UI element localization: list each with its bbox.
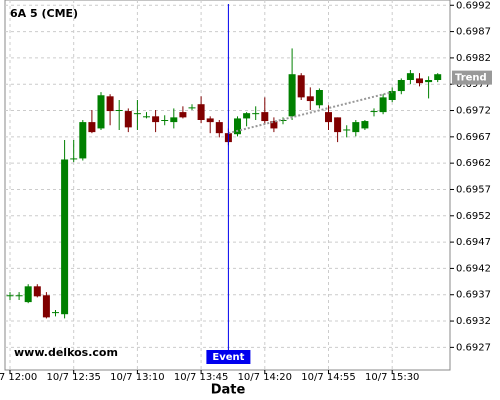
grid — [5, 0, 450, 370]
candle-body — [42, 295, 50, 318]
candle-body — [97, 95, 105, 129]
x-tick-label: 10/7 13:45 — [174, 372, 228, 383]
candle-body — [334, 117, 342, 133]
x-tick-label: 10/7 12:00 — [0, 372, 37, 383]
candle-body — [106, 96, 114, 112]
candle-body — [388, 91, 396, 100]
candle-body — [33, 286, 41, 297]
x-tick-label: 10/7 14:55 — [301, 372, 355, 383]
y-tick-label: 0.6982 — [456, 53, 491, 64]
candle-body — [234, 118, 241, 135]
candle-body — [6, 295, 14, 297]
candle-body — [416, 78, 423, 84]
trend-line — [228, 91, 393, 135]
candle-body — [143, 116, 150, 118]
x-tick-label: 10/7 15:30 — [365, 372, 419, 383]
candle-body — [124, 111, 132, 128]
candle-body — [361, 121, 369, 129]
y-tick-label: 0.6952 — [456, 211, 491, 222]
y-tick-label: 0.6942 — [456, 263, 491, 274]
y-tick-label: 0.6967 — [456, 132, 491, 143]
event-label-box — [206, 350, 251, 364]
trend-label: Trend — [455, 73, 487, 84]
y-tick-label: 0.6927 — [456, 342, 491, 353]
candle-body — [325, 112, 332, 123]
candle-body — [133, 113, 141, 115]
candle-body — [115, 110, 123, 111]
candle-body — [252, 113, 260, 115]
candle-body — [315, 90, 323, 106]
y-tick-label: 0.6992 — [456, 0, 491, 11]
candle-body — [52, 312, 59, 314]
candle-body — [215, 122, 223, 134]
candle-body — [70, 158, 78, 160]
candle-body — [61, 159, 69, 315]
y-tick-label: 0.6932 — [456, 316, 491, 327]
y-tick-label: 0.6937 — [456, 290, 491, 301]
plot-frame — [4, 0, 451, 371]
candle-body — [434, 74, 442, 80]
event-label: Event — [212, 352, 244, 363]
candle-body — [343, 129, 351, 131]
x-tick-label: 10/7 12:35 — [46, 372, 100, 383]
y-tick-label: 0.6972 — [456, 106, 491, 117]
candle-body — [406, 73, 414, 80]
candle-body — [15, 295, 23, 297]
y-tick-label: 0.6947 — [456, 237, 491, 248]
marks — [6, 48, 442, 319]
candle-body — [397, 80, 405, 92]
candle-body — [352, 122, 360, 133]
chart-title: 6A 5 (CME) — [10, 7, 78, 20]
trend-label-box — [452, 70, 492, 85]
y-tick-label: 0.6987 — [456, 27, 491, 38]
candle-body — [179, 112, 187, 118]
candle-body — [270, 121, 278, 129]
candle-body — [243, 113, 251, 119]
candle-body — [170, 117, 178, 123]
y-tick-label: 0.6957 — [456, 184, 491, 195]
candle-body — [24, 286, 32, 303]
candle-body — [188, 107, 196, 109]
x-axis-title: Date — [211, 383, 246, 398]
y-tick-label: 0.6977 — [456, 79, 491, 90]
candle-body — [88, 122, 96, 133]
candle-body — [261, 112, 269, 122]
candle-body — [306, 96, 314, 102]
candle-body — [370, 111, 378, 113]
candle-body — [206, 118, 214, 123]
candle-body — [297, 75, 305, 98]
candle-body — [425, 80, 433, 83]
candle-body — [79, 122, 87, 159]
candle-body — [161, 120, 169, 121]
candle-body — [288, 74, 296, 117]
x-tick-label: 10/7 14:20 — [238, 372, 292, 383]
candle-body — [379, 97, 387, 113]
candle-body — [152, 116, 160, 123]
watermark: www.delkos.com — [14, 346, 118, 359]
x-tick-label: 10/7 13:10 — [110, 372, 164, 383]
y-tick-label: 0.6962 — [456, 158, 491, 169]
candle-body — [197, 104, 205, 120]
